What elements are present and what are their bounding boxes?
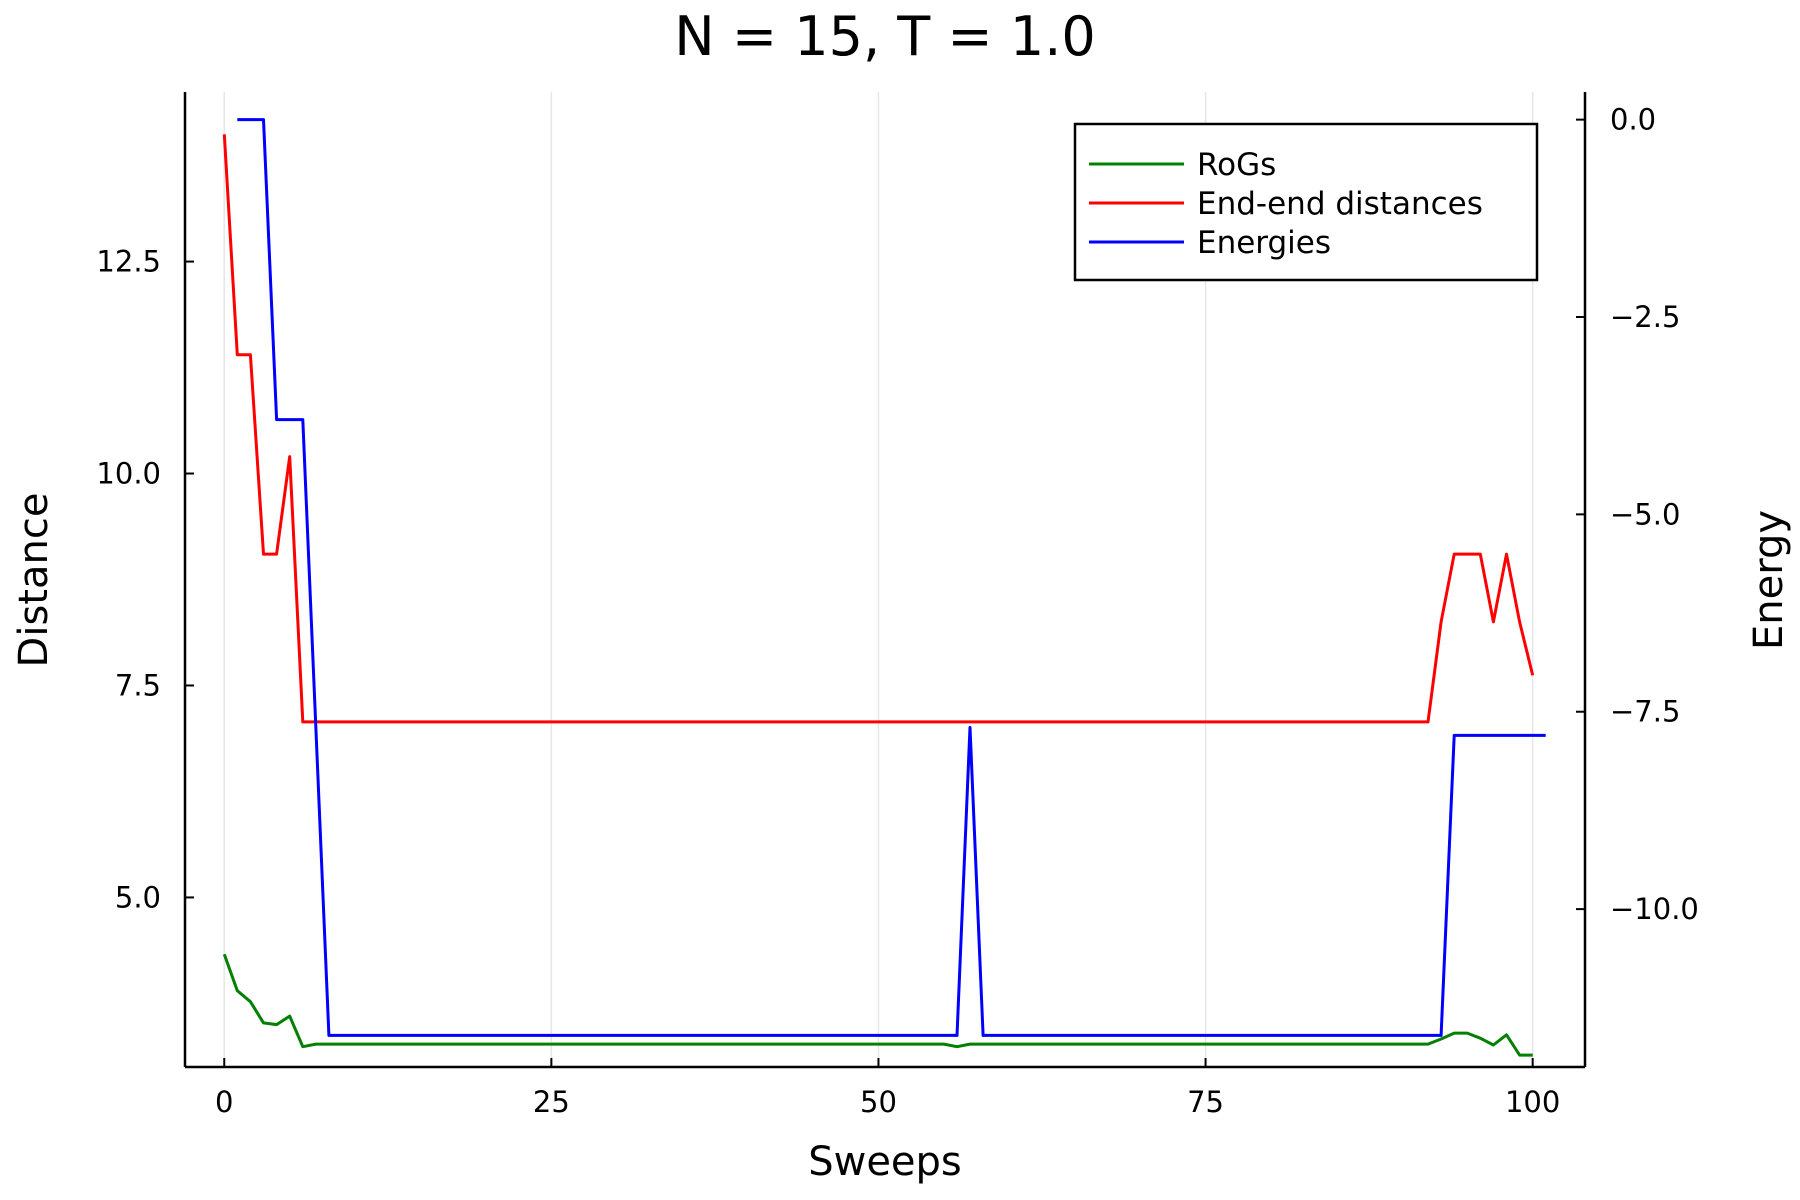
series-line-rogs (222, 953, 1533, 1057)
y2-axis-label: Energy (1746, 510, 1792, 650)
x-tick-label-4: 100 (1505, 1085, 1560, 1119)
axis-ticks: 0 25 50 75 100 5.0 7.5 10.0 12.5 0.0 −2.5 −5.0 −7.5 −… (96, 103, 1698, 1119)
y-tick-label-0: 5.0 (115, 880, 161, 914)
legend-label-rogs: RoGs (1197, 147, 1276, 183)
legend-label-energies: Energies (1197, 225, 1331, 261)
x-tick-label-2: 50 (860, 1085, 897, 1119)
y2-tick-label-0: 0.0 (1610, 103, 1656, 137)
plot-frame (183, 92, 1587, 1069)
series-lines (222, 118, 1546, 1057)
y2-tick-label-1: −2.5 (1610, 300, 1680, 334)
series-line-end-end-distances (222, 134, 1535, 724)
x-tick-label-3: 75 (1187, 1085, 1224, 1119)
legend-label-end-end-distances: End-end distances (1197, 186, 1483, 222)
y2-tick-label-3: −7.5 (1610, 695, 1680, 729)
x-tick-label-1: 25 (533, 1085, 570, 1119)
series-line-energies (237, 118, 1546, 1037)
y2-tick-label-4: −10.0 (1610, 892, 1699, 926)
y-tick-label-2: 10.0 (96, 457, 161, 491)
y-tick-label-3: 12.5 (96, 245, 161, 279)
chart-title: N = 15, T = 1.0 (674, 5, 1095, 68)
y2-tick-label-2: −5.0 (1610, 497, 1680, 531)
y-axis-label: Distance (11, 493, 57, 668)
x-tick-label-0: 0 (215, 1085, 233, 1119)
y-tick-label-1: 7.5 (115, 668, 161, 702)
legend: RoGs End-end distances Energies (1073, 122, 1539, 282)
x-axis-label: Sweeps (808, 1139, 962, 1185)
